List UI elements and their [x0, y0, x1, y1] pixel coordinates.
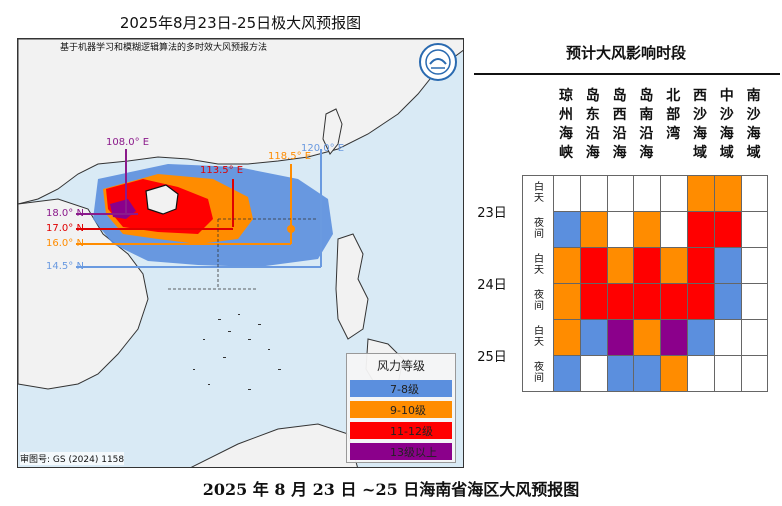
impact-cell: [579, 319, 608, 356]
impact-cell: [660, 247, 688, 284]
column-header: 西沙海域: [693, 88, 707, 161]
impact-cell: [579, 247, 608, 284]
map-legend: 风力等级 7-8级 9-10级 11-12级 13级以上: [346, 353, 456, 463]
day-label: 23日: [477, 206, 507, 221]
impact-cell: [633, 211, 662, 248]
period-label: 白天: [534, 326, 544, 348]
marker-point: [287, 225, 295, 233]
impact-cell: [687, 175, 715, 212]
legend-label: 13级以上: [390, 445, 437, 459]
impact-cell: [579, 211, 608, 248]
impact-cell: [553, 175, 581, 212]
impact-cell: [553, 247, 581, 284]
impact-cell: [713, 283, 742, 320]
impact-cell: [687, 355, 715, 392]
lon-label-118: 118.5° E: [268, 151, 312, 162]
column-header: 南沙海域: [746, 88, 761, 161]
lat-label-16: 16.0° N: [46, 238, 84, 249]
period-label: 白天: [534, 254, 544, 276]
impact-cell: [740, 175, 769, 212]
wind-forecast-map: 108.0° E 113.5° E 118.5° E 120.0° E 18.0…: [17, 38, 464, 468]
impact-cell: [579, 175, 608, 212]
impact-cell: [553, 355, 581, 392]
day-label: 24日: [477, 278, 507, 293]
impact-cell: [606, 283, 635, 320]
impact-cell: [660, 175, 688, 212]
land-hainan: [145, 184, 179, 215]
review-number: 审图号: GS (2024) 1158: [20, 452, 125, 465]
table-title: 预计大风影响时段: [565, 44, 686, 62]
impact-cell: [687, 283, 715, 320]
impact-cell: [687, 211, 715, 248]
impact-cell: [713, 319, 742, 356]
map-title: 2025年8月23日-25日极大风预报图: [119, 14, 362, 32]
map-canvas: [18, 39, 463, 467]
impact-cell: [740, 283, 769, 320]
lon-label-113: 113.5° E: [200, 165, 244, 176]
lat-label-14: 14.5° N: [46, 261, 84, 272]
legend-item-13-plus: 13级以上: [350, 443, 452, 460]
cma-logo-icon: [418, 42, 458, 82]
impact-cell: [740, 247, 769, 284]
impact-cell: [660, 319, 688, 356]
impact-cell: [660, 283, 688, 320]
period-label: 夜间: [534, 290, 544, 312]
impact-cell: [579, 283, 608, 320]
impact-cell: [553, 283, 581, 320]
legend-label: 11-12级: [390, 424, 433, 438]
map-subtitle: 基于机器学习和模糊逻辑算法的多时效大风预报方法: [60, 43, 268, 53]
legend-label: 9-10级: [390, 403, 426, 417]
impact-cell: [633, 283, 662, 320]
impact-cell: [660, 211, 688, 248]
impact-cell: [633, 355, 662, 392]
impact-cell: [606, 211, 635, 248]
impact-cell: [553, 319, 581, 356]
period-label: 白天: [534, 182, 544, 204]
impact-cell: [579, 355, 608, 392]
lon-label-108: 108.0° E: [106, 137, 150, 148]
legend-item-11-12: 11-12级: [350, 422, 452, 439]
day-label: 25日: [477, 350, 507, 365]
impact-cell: [687, 247, 715, 284]
impact-cell: [606, 355, 635, 392]
impact-cell: [606, 247, 635, 284]
column-header: 北部湾: [666, 88, 681, 142]
impact-cell: [713, 355, 742, 392]
impact-cell: [713, 175, 742, 212]
islands: [193, 314, 281, 390]
legend-item-7-8: 7-8级: [350, 380, 452, 397]
column-header: 岛南沿海: [639, 88, 654, 161]
figure-caption: 2025 年 8 月 23 日 ~25 日海南省海区大风预报图: [202, 480, 580, 499]
period-label: 夜间: [534, 362, 544, 384]
impact-cell: [633, 175, 662, 212]
row-label-box: [522, 175, 554, 392]
impact-cell: [687, 319, 715, 356]
impact-cell: [660, 355, 688, 392]
table-divider: [474, 73, 780, 75]
impact-cell: [606, 175, 635, 212]
column-header: 岛西沿海: [612, 88, 627, 161]
impact-cell: [633, 319, 662, 356]
land-taiwan: [322, 108, 343, 155]
impact-cell: [713, 247, 742, 284]
legend-title: 风力等级: [376, 359, 425, 373]
impact-cell: [713, 211, 742, 248]
impact-cell: [553, 211, 581, 248]
lat-label-17: 17.0° N: [46, 223, 84, 234]
impact-cell: [740, 355, 769, 392]
impact-cell: [606, 319, 635, 356]
column-header: 岛东沿海: [585, 88, 600, 161]
column-header: 琼州海峡: [559, 88, 573, 161]
legend-label: 7-8级: [390, 382, 419, 396]
impact-cell: [740, 319, 769, 356]
lon-label-120: 120.0° E: [301, 143, 345, 154]
lat-label-18: 18.0° N: [46, 208, 84, 219]
impact-cell: [740, 211, 769, 248]
impact-cell: [633, 247, 662, 284]
period-label: 夜间: [534, 218, 544, 240]
land-philippines: [335, 233, 369, 340]
column-header: 中沙海域: [719, 88, 734, 161]
legend-item-9-10: 9-10级: [350, 401, 452, 418]
land-borneo: [190, 423, 358, 467]
